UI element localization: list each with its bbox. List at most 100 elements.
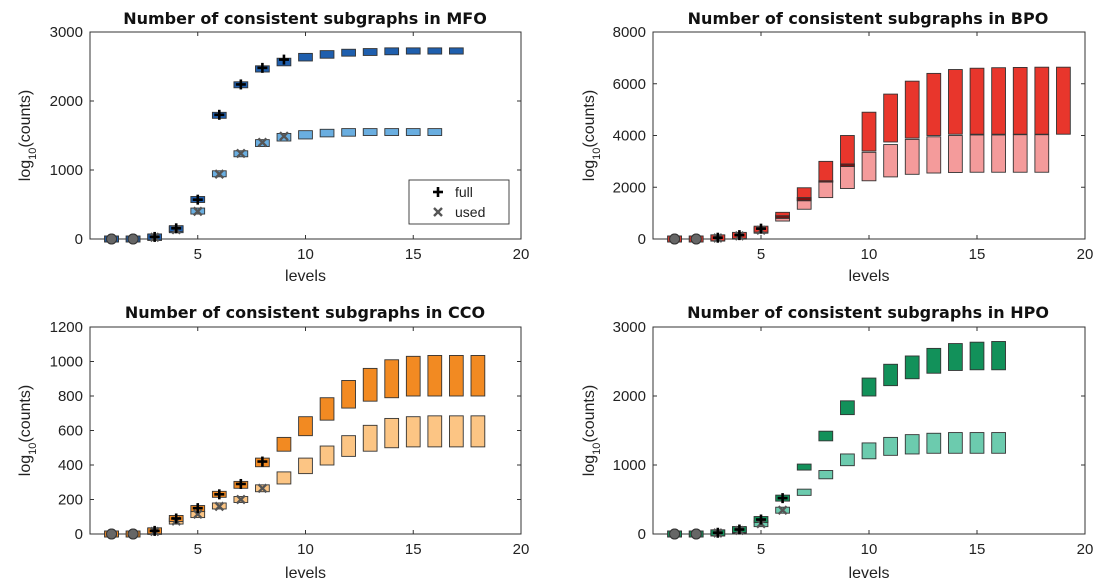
chart-title: Number of consistent subgraphs in MFO (123, 9, 487, 28)
x-tick-label: 20 (513, 246, 530, 263)
legend-box (408, 179, 510, 225)
box-used (926, 432, 942, 454)
box-used (384, 417, 400, 449)
x-tick-label: 15 (405, 246, 422, 263)
box-used (319, 128, 335, 138)
box-full (883, 363, 898, 387)
y-axis-label: log10(counts) (17, 90, 39, 181)
median-used-b (192, 206, 203, 217)
median-used-b (192, 509, 203, 520)
box-full (1034, 66, 1050, 135)
x-tick-label: 15 (405, 541, 422, 558)
y-axis-label: log10(counts) (17, 385, 39, 476)
box-used (341, 435, 356, 457)
y-tick-label: 1000 (613, 457, 646, 474)
y-axis-label: log10(counts) (581, 385, 603, 476)
box-full (384, 359, 400, 399)
box-used (1034, 134, 1050, 173)
box-full (319, 397, 335, 421)
median-zero-full (690, 528, 702, 540)
box-used (405, 128, 421, 136)
box-full (991, 67, 1006, 135)
box-used (796, 488, 812, 496)
legend: full used (408, 179, 510, 225)
box-full (276, 436, 292, 452)
chart-title: Number of consistent subgraphs in CCO (125, 303, 485, 322)
y-tick-label: 3000 (50, 24, 83, 41)
box-used (818, 470, 834, 480)
median-zero-full (669, 528, 681, 540)
box-used (1012, 134, 1028, 173)
median-zero-full (690, 233, 702, 245)
box-used (818, 180, 834, 199)
box-full (840, 135, 855, 167)
box-used (861, 151, 877, 182)
box-full (840, 400, 855, 416)
chart-panel-1: Number of consistent subgraphs in MFO 5 10… (17, 9, 529, 285)
box-used (298, 130, 313, 140)
x-tick-label: 20 (1077, 246, 1094, 263)
x-tick-label: 5 (757, 541, 765, 558)
box-used (991, 134, 1006, 173)
x-tick-label: 15 (969, 246, 986, 263)
chart-panel-4: Number of consistent subgraphs in HPO 5 10… (581, 303, 1093, 582)
box-used (948, 135, 963, 173)
box-full (926, 347, 942, 374)
box-used (298, 457, 313, 475)
y-tick-label: 1000 (50, 162, 83, 179)
box-full (818, 160, 834, 183)
box-used (883, 436, 898, 456)
median-used-b (236, 494, 246, 505)
box-used (362, 128, 378, 136)
box-used (840, 163, 855, 189)
median-used-b (279, 131, 289, 142)
box-overlap (775, 215, 790, 219)
y-tick-label: 1000 (50, 354, 83, 371)
box-used (904, 434, 920, 455)
legend-cross-marker-b (433, 207, 443, 217)
y-tick-label: 4000 (613, 128, 646, 145)
median-used-b (214, 169, 225, 179)
median-used-b (257, 137, 268, 148)
chart-panel-2: Number of consistent subgraphs in BPO 5 10… (581, 9, 1093, 285)
box-full (319, 50, 335, 59)
y-tick-label: 600 (58, 423, 83, 440)
box-full (948, 69, 963, 135)
y-tick-label: 0 (638, 526, 646, 543)
box-used (840, 453, 855, 467)
box-full (362, 367, 378, 402)
y-tick-label: 2000 (613, 179, 646, 196)
x-tick-label: 20 (513, 541, 530, 558)
x-tick-label: 5 (194, 246, 202, 263)
x-tick-label: 20 (1077, 541, 1094, 558)
median-zero-full (106, 233, 118, 245)
box-used (904, 138, 920, 175)
box-full (926, 72, 942, 136)
median-used-b (214, 501, 225, 512)
box-used (276, 471, 292, 485)
box-used (883, 144, 898, 178)
median-used-b (236, 148, 246, 159)
median-zero-full (127, 528, 139, 540)
box-full (796, 463, 812, 471)
y-tick-label: 2000 (613, 388, 646, 405)
chart-title: Number of consistent subgraphs in HPO (687, 303, 1049, 322)
x-tick-label: 10 (297, 246, 314, 263)
x-axis-label: levels (849, 268, 890, 285)
x-axis-label: levels (285, 565, 326, 582)
y-tick-label: 800 (58, 388, 83, 405)
box-full (1056, 66, 1071, 135)
x-tick-label: 15 (969, 541, 986, 558)
box-used (405, 416, 421, 448)
box-used (319, 445, 335, 466)
box-used (362, 424, 378, 452)
box-full (341, 48, 356, 57)
plot-area (652, 326, 1086, 535)
box-used (991, 432, 1006, 454)
y-tick-label: 0 (638, 231, 646, 248)
box-full (470, 355, 486, 397)
box-full (861, 377, 877, 397)
x-tick-label: 10 (861, 541, 878, 558)
box-overlap (818, 180, 834, 183)
